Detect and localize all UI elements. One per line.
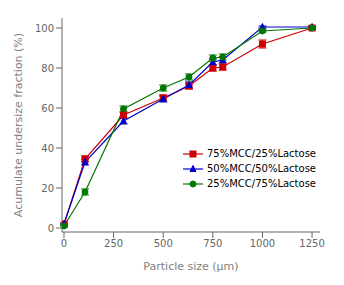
svg-text:Acumulate undersize fraction (: Acumulate undersize fraction (%) [12,33,25,217]
svg-text:1000: 1000 [250,238,275,249]
svg-text:40: 40 [41,143,54,154]
html-text:25%MCC/75%Lactose: 25%MCC/75%Lactose [207,178,316,189]
svg-text:250: 250 [104,238,123,249]
svg-text:20: 20 [41,183,54,194]
svg-text:750: 750 [203,238,222,249]
svg-text:60: 60 [41,103,54,114]
html-text:50%MCC/50%Lactose: 50%MCC/50%Lactose [207,163,316,174]
svg-text:0: 0 [61,238,67,249]
svg-text:1250: 1250 [299,238,324,249]
svg-text:0: 0 [48,223,54,234]
svg-text:Particle size (μm): Particle size (μm) [143,260,238,273]
svg-text:80: 80 [41,63,54,74]
html-text:75%MCC/25%Lactose: 75%MCC/25%Lactose [207,148,316,159]
svg-text:500: 500 [154,238,173,249]
svg-text:100: 100 [35,23,54,34]
